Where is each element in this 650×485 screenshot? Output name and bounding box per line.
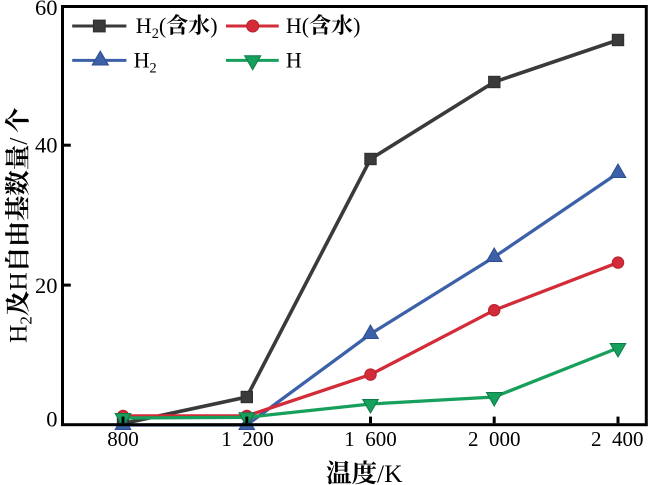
svg-text:/: / <box>4 137 33 145</box>
svg-text:): ) <box>353 13 360 38</box>
svg-text:H(: H( <box>286 13 309 38</box>
svg-text:40: 40 <box>35 133 58 158</box>
svg-text:H2(: H2( <box>136 13 166 42</box>
svg-text:60: 60 <box>35 0 58 20</box>
svg-text:2 000: 2 000 <box>468 427 521 451</box>
svg-text:20: 20 <box>35 273 58 298</box>
svg-text:1 600: 1 600 <box>344 427 397 451</box>
svg-text:/K: /K <box>377 459 403 485</box>
svg-text:H: H <box>4 272 33 290</box>
svg-text:800: 800 <box>107 427 139 451</box>
svg-text:H: H <box>286 48 302 73</box>
svg-text:): ) <box>210 13 217 38</box>
svg-text:0: 0 <box>46 406 57 431</box>
svg-text:1 200: 1 200 <box>221 427 274 451</box>
svg-text:2 400: 2 400 <box>591 427 644 451</box>
